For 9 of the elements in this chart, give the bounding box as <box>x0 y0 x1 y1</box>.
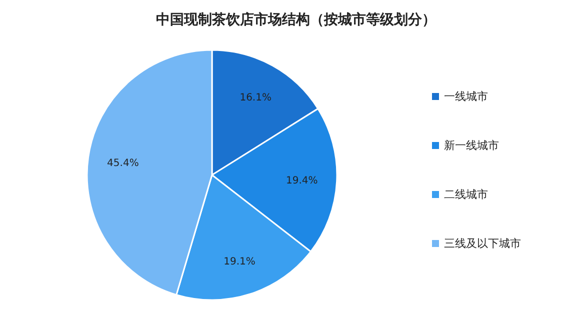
chart-title: 中国现制茶饮店市场结构（按城市等级划分） <box>156 11 436 28</box>
data-label: 19.4% <box>286 176 318 187</box>
data-label: 45.4% <box>107 158 139 170</box>
legend-label: 一线城市 <box>444 90 488 103</box>
legend-label: 新一线城市 <box>444 139 499 152</box>
data-label: 16.1% <box>240 92 272 104</box>
legend-label: 三线及以下城市 <box>444 237 521 250</box>
legend-label: 二线城市 <box>444 188 488 201</box>
data-label: 19.1% <box>224 256 256 268</box>
